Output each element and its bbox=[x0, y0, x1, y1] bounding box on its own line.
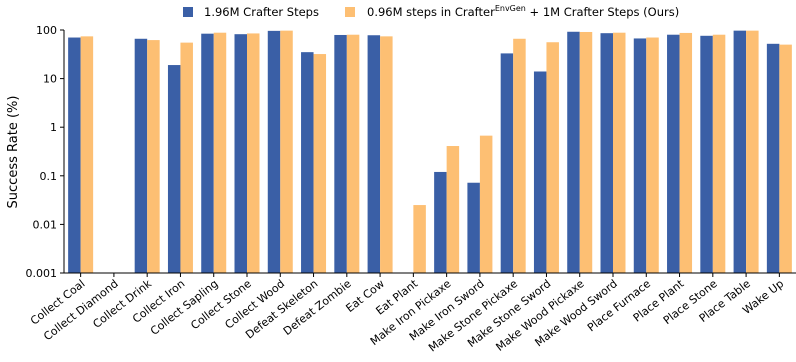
bar-ours bbox=[479, 135, 493, 273]
y-tick-label: 1 bbox=[50, 121, 57, 134]
y-tick-label: 0.01 bbox=[33, 218, 58, 231]
y-axis-label: Success Rate (%) bbox=[6, 96, 21, 209]
bar-ours bbox=[446, 146, 460, 273]
legend-swatch-ours bbox=[345, 7, 355, 17]
y-tick-label: 100 bbox=[36, 24, 57, 37]
legend: 1.96M Crafter Steps 0.96M steps in Craft… bbox=[183, 4, 679, 19]
legend-label-ours-superscript: EnvGen bbox=[495, 4, 526, 13]
y-tick-label: 10 bbox=[43, 73, 57, 86]
bar-ours bbox=[280, 30, 293, 273]
bar-ours bbox=[247, 33, 260, 274]
bar-ours bbox=[712, 34, 726, 274]
bar-ours bbox=[646, 37, 659, 274]
bar-ours bbox=[679, 32, 693, 274]
bar-ours bbox=[546, 42, 559, 273]
bar-baseline bbox=[267, 30, 281, 273]
bar-baseline bbox=[167, 65, 181, 273]
bar-ours bbox=[579, 31, 593, 274]
bar-ours bbox=[213, 32, 227, 273]
bar-baseline bbox=[68, 37, 81, 274]
bar-ours bbox=[346, 34, 360, 274]
bar-baseline bbox=[434, 171, 447, 273]
legend-label-ours-prefix: 0.96M steps in Crafter bbox=[367, 5, 495, 19]
bar-baseline bbox=[301, 52, 314, 273]
bar-baseline bbox=[533, 71, 547, 274]
bar-ours bbox=[313, 54, 327, 273]
bar-ours bbox=[80, 36, 94, 273]
bar-ours bbox=[413, 205, 426, 273]
bar-baseline bbox=[134, 38, 148, 273]
bar-ours bbox=[746, 30, 759, 273]
bar-ours bbox=[779, 44, 792, 273]
bar-baseline bbox=[600, 33, 613, 273]
bar-ours bbox=[147, 40, 160, 273]
bar-baseline bbox=[567, 31, 580, 273]
y-tick-label: 0.1 bbox=[40, 170, 58, 183]
legend-label-ours: 0.96M steps in CrafterEnvGen + 1M Crafte… bbox=[367, 4, 679, 19]
y-tick-label: 0.001 bbox=[26, 267, 58, 280]
bar-ours bbox=[613, 32, 626, 273]
bar-baseline bbox=[467, 182, 480, 273]
legend-swatch-baseline bbox=[183, 7, 193, 17]
bar-baseline bbox=[633, 38, 647, 274]
bar-ours bbox=[380, 36, 393, 273]
bar-ours bbox=[513, 38, 526, 273]
bar-baseline bbox=[667, 34, 680, 274]
bar-baseline bbox=[201, 33, 214, 274]
legend-label-baseline: 1.96M Crafter Steps bbox=[204, 5, 319, 19]
bar-baseline bbox=[500, 53, 514, 273]
bar-baseline bbox=[733, 30, 747, 273]
bar-baseline bbox=[700, 35, 713, 274]
bar-ours bbox=[180, 42, 193, 273]
bar-baseline bbox=[367, 35, 381, 273]
bar-baseline bbox=[234, 34, 247, 274]
bar-baseline bbox=[334, 34, 347, 273]
legend-label-ours-suffix: + 1M Crafter Steps (Ours) bbox=[526, 5, 679, 19]
bar-baseline bbox=[766, 43, 780, 273]
